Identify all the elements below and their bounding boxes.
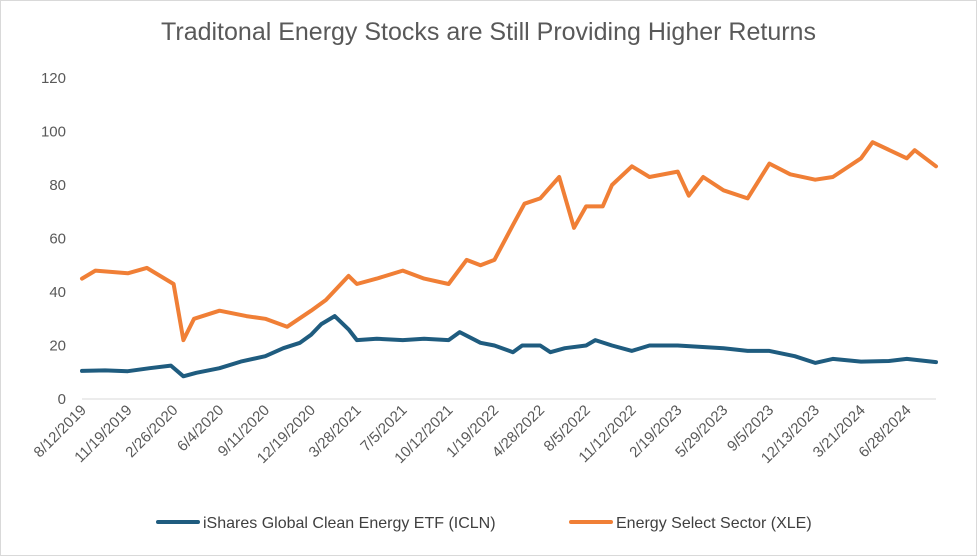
y-tick-label: 60 — [49, 231, 66, 248]
y-tick-label: 100 — [41, 124, 66, 141]
legend: iShares Global Clean Energy ETF (ICLN) En… — [156, 515, 812, 532]
y-tick-label: 20 — [49, 338, 66, 355]
legend-label-icln: iShares Global Clean Energy ETF (ICLN) — [203, 515, 496, 532]
series-line-icln — [80, 314, 938, 379]
series-lines — [80, 140, 938, 379]
x-axis: 8/12/201911/19/20192/26/20206/4/20209/11… — [31, 398, 936, 467]
legend-label-xle: Energy Select Sector (XLE) — [616, 515, 812, 532]
y-tick-label: 80 — [49, 177, 66, 194]
series-line-xle — [80, 140, 938, 343]
y-tick-label: 40 — [49, 284, 66, 301]
y-tick-label: 120 — [41, 70, 66, 87]
chart-title: Traditonal Energy Stocks are Still Provi… — [161, 18, 816, 46]
y-axis: 0 20 40 60 80 100 120 — [41, 70, 66, 408]
y-tick-label: 0 — [58, 391, 66, 408]
